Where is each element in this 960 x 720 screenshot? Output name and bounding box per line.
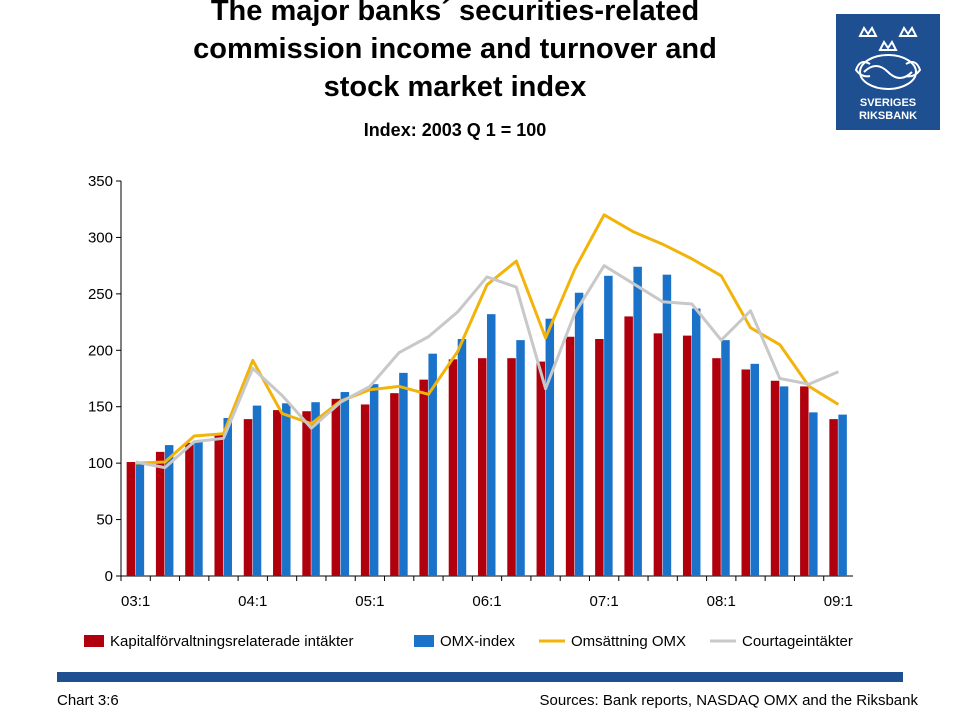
bar (360, 404, 370, 576)
svg-text:RIKSBANK: RIKSBANK (859, 110, 917, 122)
y-tick-label: 150 (88, 399, 113, 416)
bar (302, 411, 311, 576)
bar (741, 369, 751, 576)
x-tick-label: 06:1 (472, 593, 501, 610)
y-tick-label: 100 (88, 455, 113, 472)
bar (340, 392, 350, 576)
bar (311, 402, 320, 576)
svg-text:SVERIGES: SVERIGES (860, 97, 916, 109)
bar (419, 379, 428, 576)
bar (282, 403, 291, 576)
bar (565, 336, 575, 576)
bar (653, 333, 663, 576)
bar (536, 361, 546, 576)
legend-swatch (84, 635, 104, 647)
bar (369, 384, 379, 576)
footer-rule (57, 672, 903, 682)
bar (712, 358, 721, 576)
chart-title: The major banks´ securities-related comm… (193, 0, 717, 103)
y-tick-label: 350 (88, 173, 113, 190)
bar (721, 340, 730, 576)
bar (457, 339, 467, 576)
bar (194, 440, 203, 576)
bar (574, 292, 584, 576)
bar (595, 339, 604, 576)
series-line (135, 264, 839, 470)
bar (779, 386, 789, 576)
bar (800, 386, 809, 576)
chart-subtitle: Index: 2003 Q 1 = 100 (363, 120, 547, 140)
bar (390, 393, 399, 576)
y-tick-label: 0 (105, 568, 113, 585)
bar (331, 398, 341, 576)
bar (516, 340, 525, 576)
bar (448, 359, 458, 576)
bar (164, 445, 174, 576)
x-tick-label: 09:1 (824, 593, 853, 610)
bar (223, 418, 232, 576)
riksbank-logo: SVERIGES RIKSBANK (836, 14, 940, 130)
bar (770, 380, 780, 576)
x-tick-label: 05:1 (355, 593, 384, 610)
legend-swatch (414, 635, 434, 647)
y-tick-label: 200 (88, 342, 113, 359)
bar (478, 358, 487, 576)
bar (750, 363, 760, 576)
legend-label: OMX-index (440, 633, 516, 650)
bar (604, 275, 613, 576)
bar (809, 412, 818, 576)
bar (682, 335, 692, 576)
chart-area: 0 50 100 150 200 250 300 350 03:1 04:1 05:1 06:1 07:… (84, 173, 853, 650)
y-tick-label: 250 (88, 286, 113, 303)
sources-note: Sources: Bank reports, NASDAQ OMX and th… (539, 692, 919, 709)
series-line (135, 213, 840, 465)
bar (155, 451, 165, 576)
bar (487, 314, 496, 576)
bar (545, 318, 555, 576)
bar (185, 442, 194, 576)
x-tick-label: 07:1 (590, 593, 619, 610)
bar (273, 410, 282, 576)
legend-label: Courtageintäkter (742, 633, 853, 650)
bar (838, 414, 847, 576)
y-tick-label: 50 (96, 512, 113, 529)
bar (214, 433, 223, 576)
bar (691, 308, 701, 576)
bar (252, 405, 262, 576)
legend-label: Kapitalförvaltningsrelaterade intäkter (110, 633, 353, 650)
x-tick-label: 03:1 (121, 593, 150, 610)
bar (829, 419, 838, 576)
bar (624, 316, 633, 576)
chart-number: Chart 3:6 (57, 692, 119, 709)
y-tick-label: 300 (88, 229, 113, 246)
bar (135, 463, 145, 576)
bar (399, 372, 408, 576)
bar (662, 274, 672, 576)
x-tick-label: 08:1 (707, 593, 736, 610)
legend-label: Omsättning OMX (571, 633, 686, 650)
x-tick-label: 04:1 (238, 593, 267, 610)
bar (243, 419, 253, 576)
bar (507, 358, 516, 576)
bar (428, 353, 437, 576)
bar (633, 266, 642, 576)
bar (126, 462, 136, 576)
